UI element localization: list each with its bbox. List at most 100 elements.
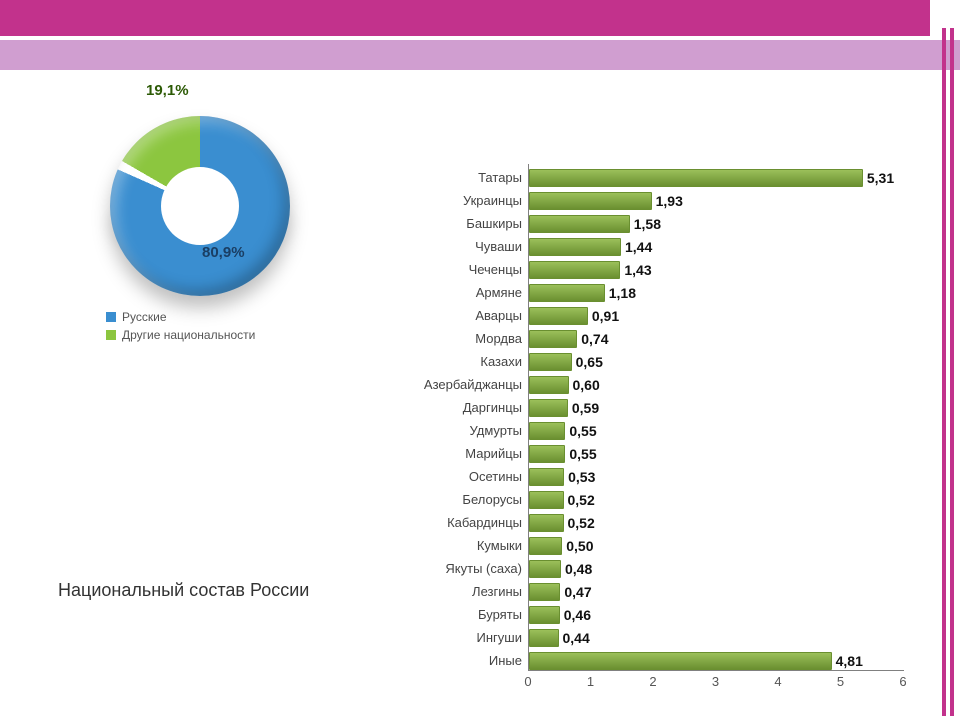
bar-category-label: Татары [396, 171, 522, 184]
bar-category-label: Армяне [396, 286, 522, 299]
bar [529, 583, 560, 601]
x-tick: 0 [524, 674, 531, 689]
bar-row: Казахи 0,65 [396, 350, 926, 373]
bar-category-label: Лезгины [396, 585, 522, 598]
x-tick: 4 [774, 674, 781, 689]
donut-label-green: 19,1% [146, 82, 189, 99]
legend-row: Другие национальности [106, 328, 255, 342]
slide-caption: Национальный состав России [58, 580, 309, 601]
bar [529, 192, 652, 210]
bar-row: Удмурты 0,55 [396, 419, 926, 442]
bar-row: Татары 5,31 [396, 166, 926, 189]
bar-row: Ингуши 0,44 [396, 626, 926, 649]
bar-value-label: 0,50 [566, 538, 593, 554]
bar-value-label: 0,52 [568, 515, 595, 531]
bar-value-label: 0,48 [565, 561, 592, 577]
bar-category-label: Иные [396, 654, 522, 667]
bar-category-label: Чеченцы [396, 263, 522, 276]
bar-category-label: Казахи [396, 355, 522, 368]
bar [529, 606, 560, 624]
bar-value-label: 0,65 [576, 354, 603, 370]
x-tick: 5 [837, 674, 844, 689]
bar [529, 514, 564, 532]
x-tick: 6 [899, 674, 906, 689]
bar-row: Украинцы 1,93 [396, 189, 926, 212]
legend-row: Русские [106, 310, 255, 324]
bar-value-label: 0,52 [568, 492, 595, 508]
bar-value-label: 1,44 [625, 239, 652, 255]
bar-row: Азербайджанцы 0,60 [396, 373, 926, 396]
legend-label: Другие национальности [122, 328, 255, 342]
bar-row: Якуты (саха) 0,48 [396, 557, 926, 580]
bar-row: Белорусы 0,52 [396, 488, 926, 511]
bar-category-label: Марийцы [396, 447, 522, 460]
bar-value-label: 0,46 [564, 607, 591, 623]
bar [529, 560, 561, 578]
bar-value-label: 0,60 [573, 377, 600, 393]
donut-legend: Русские Другие национальности [106, 306, 255, 346]
bar-row: Чуваши1,44 [396, 235, 926, 258]
bar-row: Лезгины 0,47 [396, 580, 926, 603]
bar-row: Марийцы 0,55 [396, 442, 926, 465]
bar-category-label: Даргинцы [396, 401, 522, 414]
bar [529, 399, 568, 417]
bar [529, 284, 605, 302]
bar [529, 330, 577, 348]
bar [529, 468, 564, 486]
bar-row: Мордва 0,74 [396, 327, 926, 350]
bar-category-label: Удмурты [396, 424, 522, 437]
bar-category-label: Азербайджанцы [396, 378, 522, 391]
bar-value-label: 4,81 [836, 653, 863, 669]
bar-value-label: 0,53 [568, 469, 595, 485]
bar-row: Осетины 0,53 [396, 465, 926, 488]
bar-row: Башкиры 1,58 [396, 212, 926, 235]
x-tick: 1 [587, 674, 594, 689]
bar-row: Кумыки0,50 [396, 534, 926, 557]
header-stripe-lilac [0, 40, 960, 70]
bar [529, 652, 832, 670]
bar-category-label: Башкиры [396, 217, 522, 230]
bar [529, 445, 565, 463]
bar-value-label: 5,31 [867, 170, 894, 186]
bar-category-label: Белорусы [396, 493, 522, 506]
bar-value-label: 1,93 [656, 193, 683, 209]
donut-chart: 19,1% 80,9% [90, 96, 310, 316]
bar-value-label: 0,44 [563, 630, 590, 646]
bar-category-label: Осетины [396, 470, 522, 483]
bar-row: Аварцы 0,91 [396, 304, 926, 327]
bar-value-label: 0,91 [592, 308, 619, 324]
bar-chart: Татары 5,31 Украинцы 1,93 Башкиры 1,58 Чуваши1… [396, 160, 926, 710]
bar-row: Иные 4,81 [396, 649, 926, 672]
bar [529, 629, 559, 647]
slide-header [0, 0, 960, 78]
bar-category-label: Ингуши [396, 631, 522, 644]
bar-row: Кабардинцы 0,52 [396, 511, 926, 534]
bar [529, 491, 564, 509]
bar-value-label: 0,55 [569, 446, 596, 462]
bar-category-label: Аварцы [396, 309, 522, 322]
bar [529, 422, 565, 440]
legend-swatch-green [106, 330, 116, 340]
donut-ring [110, 116, 290, 296]
bar-value-label: 0,47 [564, 584, 591, 600]
bar [529, 238, 621, 256]
bar-value-label: 1,18 [609, 285, 636, 301]
bar [529, 215, 630, 233]
bar [529, 307, 588, 325]
bar [529, 537, 562, 555]
bar-value-label: 0,59 [572, 400, 599, 416]
bar-value-label: 0,74 [581, 331, 608, 347]
bar-category-label: Якуты (саха) [396, 562, 522, 575]
bar-row: Буряты0,46 [396, 603, 926, 626]
bar [529, 169, 863, 187]
bar-value-label: 0,55 [569, 423, 596, 439]
bar-row: Чеченцы1,43 [396, 258, 926, 281]
bar-category-label: Мордва [396, 332, 522, 345]
bar [529, 353, 572, 371]
x-tick: 2 [649, 674, 656, 689]
legend-label: Русские [122, 310, 167, 324]
bar-value-label: 1,58 [634, 216, 661, 232]
bar-category-label: Украинцы [396, 194, 522, 207]
bar-row: Армяне 1,18 [396, 281, 926, 304]
bar-category-label: Кабардинцы [396, 516, 522, 529]
